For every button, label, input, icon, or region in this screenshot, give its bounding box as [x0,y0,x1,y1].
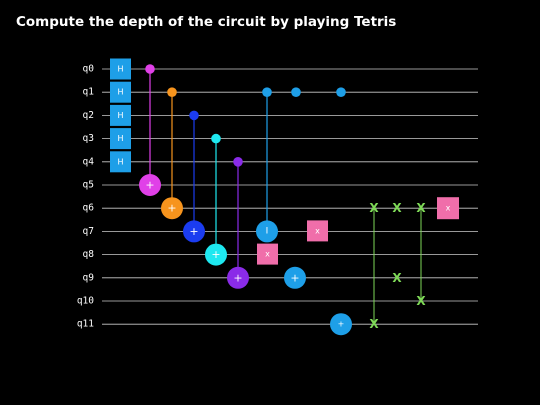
qubit-label-q0: q0 [83,64,95,75]
cnot-q0-q5-target-symbol: + [145,179,154,192]
qubit-label-q5: q5 [83,180,94,191]
cnot-q4-q9-target-symbol: + [233,271,242,284]
hadamard-gate [110,81,131,103]
cnot-q2-q7-target-symbol: + [189,225,198,238]
qubit-label-q3: q3 [83,133,94,144]
hadamard-gate [110,58,131,80]
x-gate-q7-label: x [315,226,320,235]
cnot-q1-q7-symbol: I [266,226,269,236]
hadamard-label: H [117,111,123,120]
cnot-q0-q5-target [139,174,161,196]
cnot-q3-q8-target-symbol: + [211,248,220,261]
x-gate-q8 [257,243,278,265]
qubit-label-q10: q10 [77,296,94,307]
cnot-q2-q7-target [183,220,205,243]
cnot-q1-q6-target-symbol: + [167,202,176,215]
swap-x-gate: X [416,201,426,215]
x-gate-q7 [307,220,328,242]
hadamard-label: H [117,65,123,74]
cnot-q0-q5-control [145,64,155,74]
cnot-q1-q7-target [256,220,278,243]
control-dot-q1 [291,87,301,97]
cnot-q1-q6-target [161,197,183,220]
qubit-label-q4: q4 [83,156,95,167]
hadamard-label: H [117,157,123,166]
x-gate-q8-label: x [265,250,270,259]
hadamard-label: H [117,134,123,143]
swap-x-gate: X [369,317,379,331]
swap-x-gate: X [392,201,402,215]
swap-x-gate: X [392,271,402,285]
qubit-label-q9: q9 [83,272,95,283]
page-title: Compute the depth of the circuit by play… [16,14,397,30]
cnot-q1-q7-control [262,87,272,97]
hadamard-label: H [117,88,123,97]
hadamard-gate [110,151,131,173]
target-q9-symbol: + [290,271,299,284]
cnot-q3-q8-control [211,133,221,144]
cnot-q3-q8-target [205,243,227,266]
control-dot-q1 [336,87,346,97]
cnot-q2-q7-control [189,110,199,121]
hadamard-gate [110,104,131,126]
target-q11 [330,313,352,336]
cnot-q4-q9-control [233,157,243,167]
qubit-label-q7: q7 [83,226,94,237]
target-q11-symbol: + [338,320,345,329]
qubit-label-q11: q11 [77,319,94,330]
cnot-q1-q6-control [167,87,177,97]
qubit-label-q1: q1 [83,87,95,98]
qubit-label-q2: q2 [83,110,94,121]
swap-x-gate: X [369,201,379,215]
cnot-q4-q9-target [227,266,249,289]
hadamard-gate [110,128,131,150]
qubit-label-q6: q6 [83,203,95,214]
target-q9 [284,266,306,289]
swap-x-gate: X [416,294,426,308]
x-gate-q6 [437,197,459,220]
qubit-label-q8: q8 [83,249,95,260]
x-gate-q6-label: x [446,204,451,213]
